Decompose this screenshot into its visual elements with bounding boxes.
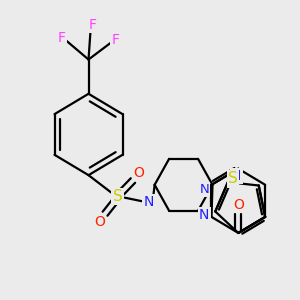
Text: S: S xyxy=(228,171,238,186)
Text: N: N xyxy=(199,208,209,222)
Text: F: F xyxy=(111,33,119,47)
Text: O: O xyxy=(94,215,105,229)
Text: F: F xyxy=(58,31,66,45)
Text: S: S xyxy=(112,189,122,204)
Text: F: F xyxy=(89,18,97,32)
Text: N: N xyxy=(143,195,154,209)
Text: O: O xyxy=(134,166,145,180)
Text: N: N xyxy=(231,169,242,183)
Text: N: N xyxy=(200,183,209,196)
Text: O: O xyxy=(233,198,244,212)
Text: N: N xyxy=(143,195,154,209)
